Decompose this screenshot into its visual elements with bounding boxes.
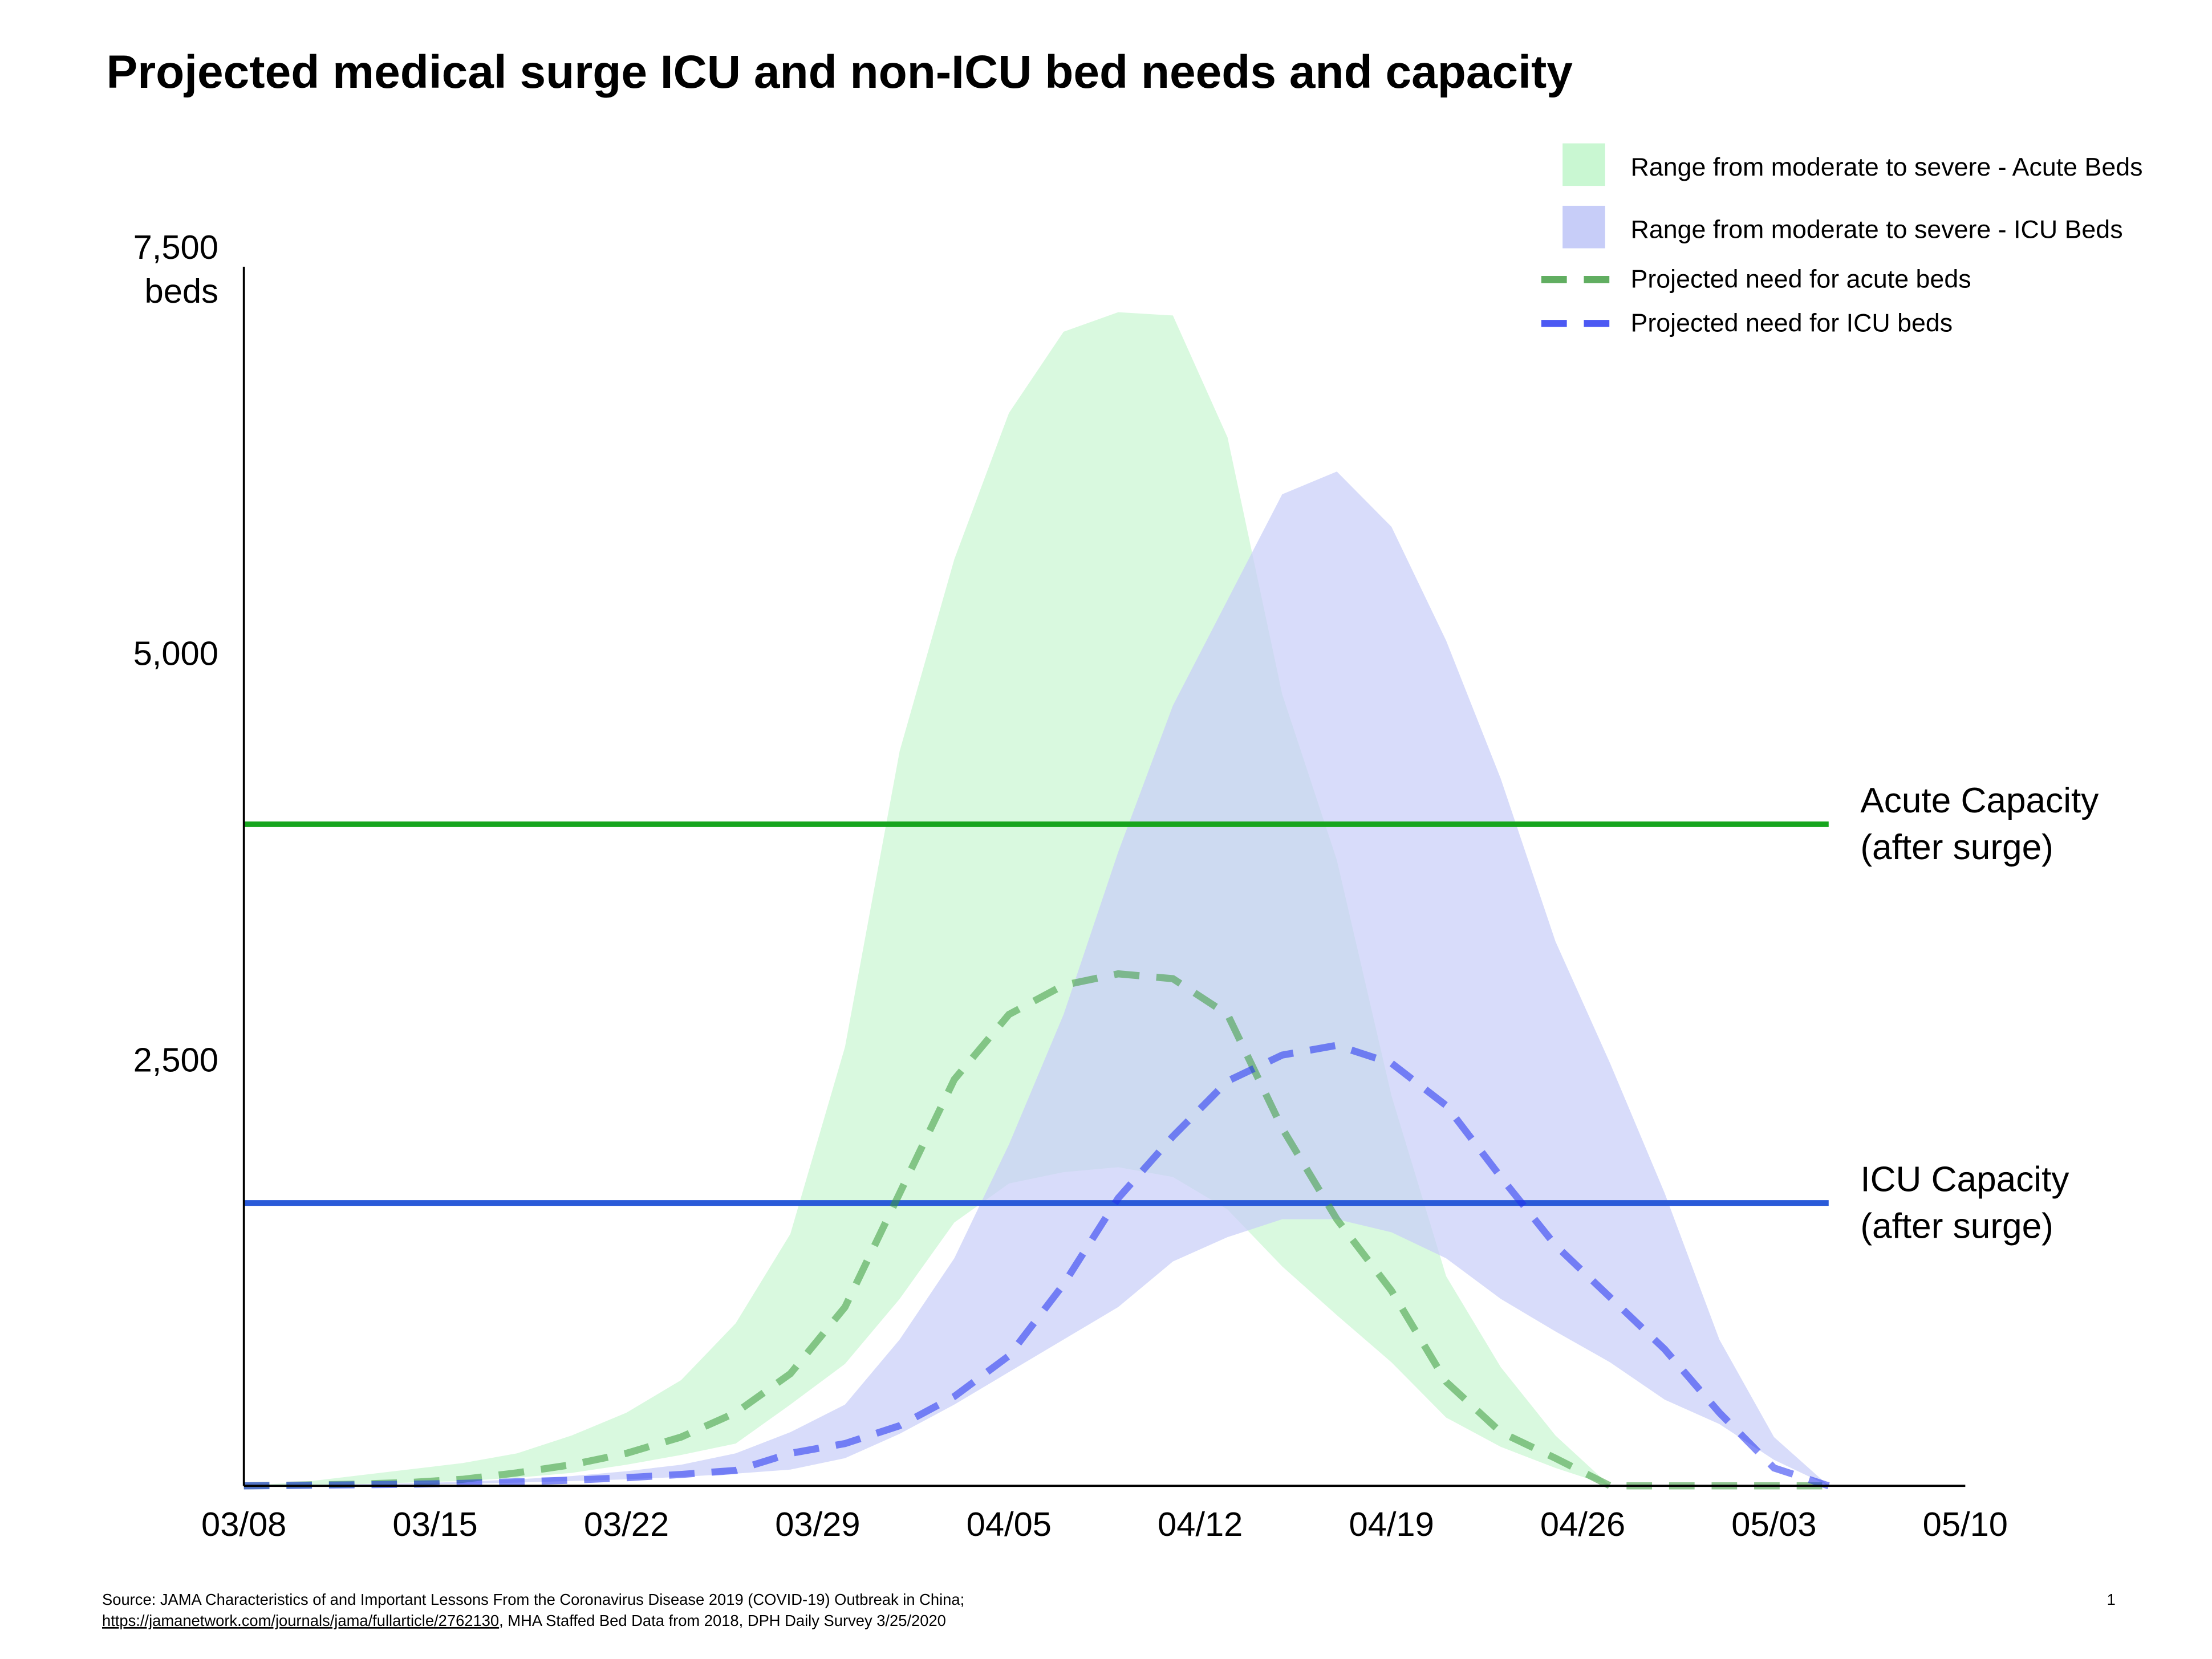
legend-label: Projected need for acute beds bbox=[1631, 265, 1971, 294]
x-tick-label: 04/19 bbox=[1349, 1505, 1434, 1543]
y-tick-label: 5,000 bbox=[133, 635, 218, 673]
range-band bbox=[243, 471, 1829, 1486]
x-tick-label: 03/08 bbox=[201, 1505, 286, 1543]
x-tick-label: 03/29 bbox=[775, 1505, 860, 1543]
legend-label: Range from moderate to severe - Acute Be… bbox=[1631, 153, 2143, 181]
need-line bbox=[243, 1042, 1830, 1490]
x-tick-label: 05/03 bbox=[1731, 1505, 1816, 1543]
chart-title: Projected medical surge ICU and non-ICU … bbox=[106, 46, 1573, 98]
legend-label: Range from moderate to severe - ICU Beds bbox=[1631, 215, 2123, 244]
capacity-label: Acute Capacity bbox=[1860, 781, 2099, 820]
legend: Range from moderate to severe - Acute Be… bbox=[1541, 143, 2143, 338]
page-number: 1 bbox=[2107, 1591, 2116, 1608]
y-tick-label: 2,500 bbox=[133, 1040, 218, 1079]
source-note-rest: , MHA Staffed Bed Data from 2018, DPH Da… bbox=[499, 1612, 946, 1629]
x-tick-label: 04/12 bbox=[1158, 1505, 1243, 1543]
y-tick-label: 7,500 bbox=[133, 228, 218, 266]
capacity-sublabel: (after surge) bbox=[1860, 828, 2053, 867]
legend-label: Projected need for ICU beds bbox=[1631, 309, 1953, 338]
x-tick-label: 05/10 bbox=[1923, 1505, 2008, 1543]
range-band bbox=[243, 312, 1829, 1486]
x-tick-label: 04/26 bbox=[1540, 1505, 1625, 1543]
legend-swatch bbox=[1562, 143, 1605, 186]
x-tick-label: 03/15 bbox=[392, 1505, 477, 1543]
x-tick-label: 04/05 bbox=[967, 1505, 1052, 1543]
capacity-label: ICU Capacity bbox=[1860, 1160, 2069, 1199]
x-tick-label: 03/22 bbox=[584, 1505, 669, 1543]
y-axis-label: beds bbox=[145, 272, 218, 310]
capacity-sublabel: (after surge) bbox=[1860, 1206, 2053, 1246]
source-note: Source: JAMA Characteristics of and Impo… bbox=[102, 1591, 964, 1608]
need-line bbox=[243, 970, 1829, 1490]
source-link[interactable]: https://jamanetwork.com/journals/jama/fu… bbox=[102, 1612, 499, 1629]
legend-swatch bbox=[1562, 205, 1605, 249]
source-note: https://jamanetwork.com/journals/jama/fu… bbox=[102, 1612, 946, 1629]
